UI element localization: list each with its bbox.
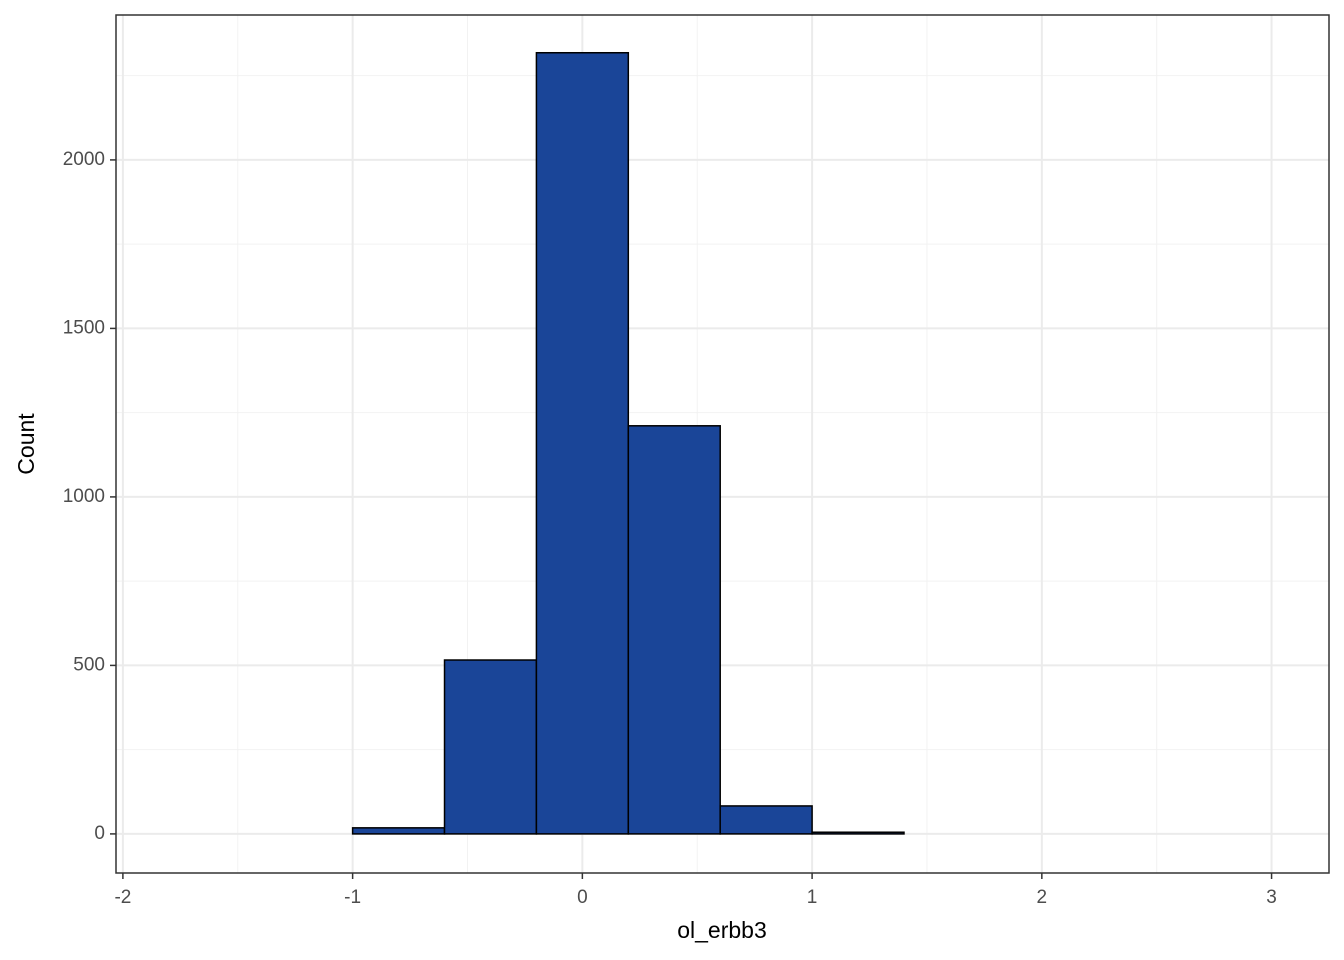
x-tick-label: 1 [807, 887, 818, 908]
bar [443, 659, 538, 835]
y-axis-title: Count [13, 413, 39, 475]
bar [351, 827, 446, 835]
y-tick-label: 1500 [63, 317, 105, 338]
x-tick-label: 3 [1266, 887, 1277, 908]
x-tick-label: -2 [114, 887, 131, 908]
x-axis-title: ol_erbb3 [677, 917, 767, 943]
y-tick-label: 500 [73, 654, 105, 675]
bar [811, 831, 905, 835]
x-tick-label: -1 [344, 887, 361, 908]
bar [719, 805, 813, 835]
bar [535, 51, 630, 835]
y-tick-label: 2000 [63, 149, 105, 170]
y-tick-label: 0 [94, 823, 105, 844]
panel-border [115, 14, 1330, 874]
x-tick-label: 2 [1037, 887, 1048, 908]
y-tick-label: 1000 [63, 486, 105, 507]
bar [627, 425, 721, 835]
x-tick-label: 0 [577, 887, 588, 908]
